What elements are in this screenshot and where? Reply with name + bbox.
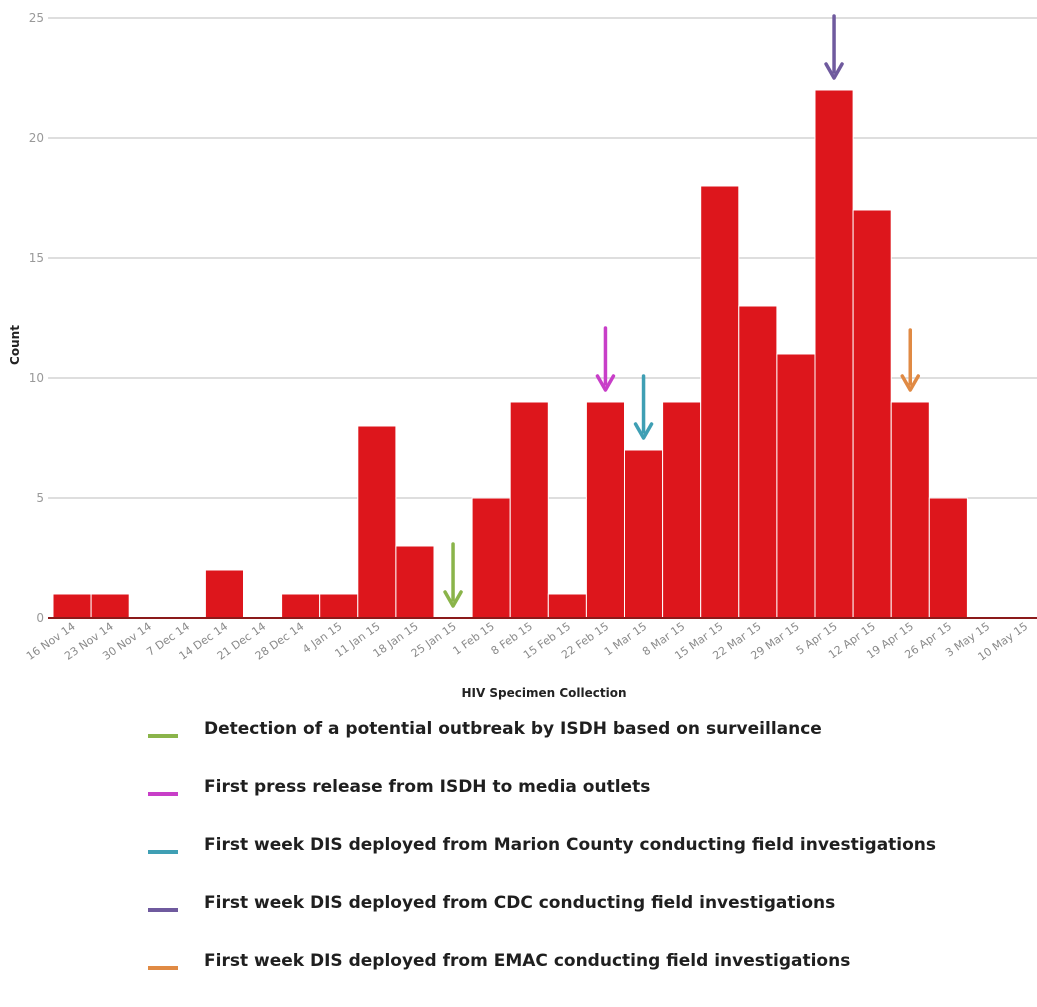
y-tick-label: 5 [36, 491, 44, 505]
legend-label: First week DIS deployed from EMAC conduc… [204, 951, 851, 971]
annotation-arrow [443, 542, 463, 608]
bar [890, 401, 930, 619]
bar [395, 545, 435, 619]
bar [852, 209, 892, 619]
legend-swatch [148, 792, 178, 796]
annotation-arrow [595, 326, 616, 392]
x-tick-label: 1 Feb 15 [451, 620, 497, 658]
legend-item: Detection of a potential outbreak by ISD… [148, 717, 1028, 775]
bar [662, 401, 702, 619]
legend-item: First week DIS deployed from EMAC conduc… [148, 949, 1028, 1007]
bar [52, 593, 92, 619]
bar [814, 89, 854, 619]
bar [509, 401, 549, 619]
y-tick-label: 10 [29, 371, 44, 385]
bars [52, 89, 968, 619]
annotation-arrow [633, 374, 654, 440]
bar [90, 593, 130, 619]
y-axis-title: Count [8, 325, 22, 365]
legend-swatch [148, 734, 178, 738]
bar [776, 353, 816, 619]
bar [319, 593, 359, 619]
y-tick-label: 25 [29, 11, 44, 25]
y-tick-labels: 0 5 10 15 20 25 [29, 11, 44, 625]
x-tick-label: 1 Mar 15 [602, 620, 649, 659]
legend-label: First press release from ISDH to media o… [204, 777, 651, 797]
legend-item: First press release from ISDH to media o… [148, 775, 1028, 833]
bar [624, 449, 664, 619]
legend-label: Detection of a potential outbreak by ISD… [204, 719, 822, 739]
legend-swatch [148, 966, 178, 970]
bar [700, 185, 740, 619]
bar [547, 593, 587, 619]
legend-label: First week DIS deployed from Marion Coun… [204, 835, 937, 855]
x-axis-title: HIV Specimen Collection [461, 686, 626, 700]
legend-swatch [148, 850, 178, 854]
y-tick-label: 0 [36, 611, 44, 625]
annotation-arrow [824, 14, 844, 80]
bar [281, 593, 321, 619]
legend-swatch [148, 908, 178, 912]
bar [204, 569, 244, 619]
bar [471, 497, 511, 619]
y-tick-label: 20 [29, 131, 44, 145]
bar [357, 425, 397, 619]
annotation-arrows [443, 14, 920, 608]
annotation-arrow [900, 328, 920, 392]
legend: Detection of a potential outbreak by ISD… [148, 717, 1028, 1007]
y-tick-label: 15 [29, 251, 44, 265]
bar [585, 401, 626, 619]
legend-item: First week DIS deployed from CDC conduct… [148, 891, 1028, 949]
legend-item: First week DIS deployed from Marion Coun… [148, 833, 1028, 891]
legend-label: First week DIS deployed from CDC conduct… [204, 893, 836, 913]
bar [928, 497, 968, 619]
bar [738, 305, 778, 619]
